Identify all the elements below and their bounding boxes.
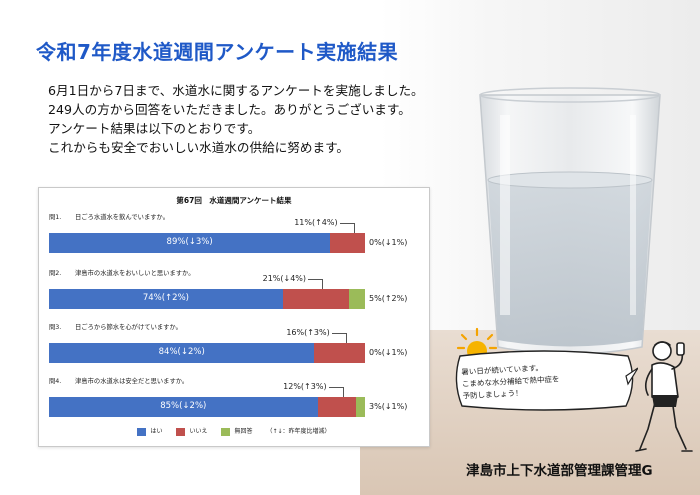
intro-line: 249人の方から回答をいただきました。ありがとうございます。 — [48, 102, 411, 117]
question-label: 日ごろから節水を心がけていますか。 — [75, 324, 182, 331]
survey-chart: 第67回 水道週間アンケート結果 はい いいえ 無回答 （↑↓：昨年度比増減） … — [38, 187, 430, 447]
yes-value-label: 85%(↓2%) — [160, 401, 207, 411]
bar-segment-yes: 84%(↓2%) — [49, 343, 315, 363]
na-value-label: 0%(↓1%) — [369, 238, 408, 247]
stacked-bar: 74%(↑2%) — [49, 289, 365, 309]
leader-line — [331, 333, 346, 334]
legend-item-na: 無回答 — [221, 426, 252, 436]
leader-line — [342, 387, 344, 397]
leader-line — [339, 223, 354, 224]
leader-line — [308, 279, 323, 280]
legend-note: （↑↓：昨年度比増減） — [266, 428, 331, 435]
stacked-bar: 89%(↓3%) — [49, 233, 365, 253]
leader-line — [353, 223, 355, 233]
intro-line: 6月1日から7日まで、水道水に関するアンケートを実施しました。 — [48, 83, 424, 98]
intro-line: アンケート結果は以下のとおりです。 — [48, 121, 261, 136]
person-drinking-illustration — [635, 341, 693, 452]
legend-label: はい — [150, 428, 163, 435]
intro-line: これからも安全でおいしい水道水の供給に努めます。 — [48, 140, 349, 155]
bar-segment-no — [330, 233, 365, 253]
question-text: 問1. 日ごろ水道水を飲んでいますか。 — [49, 212, 169, 221]
no-value-label: 12%(↑3%) — [283, 382, 327, 391]
question-text: 問3. 日ごろから節水を心がけていますか。 — [49, 322, 182, 331]
legend-item-yes: はい — [137, 426, 162, 436]
bar-segment-no — [282, 289, 350, 309]
legend-item-no: いいえ — [176, 426, 207, 436]
leader-line — [322, 279, 324, 289]
question-text: 問4. 津島市の水道水は安全だと思いますか。 — [49, 376, 188, 385]
bar-segment-no — [314, 343, 365, 363]
legend-label: いいえ — [189, 428, 208, 435]
chart-title: 第67回 水道週間アンケート結果 — [176, 196, 292, 205]
na-value-label: 0%(↓1%) — [369, 348, 408, 357]
legend-label: 無回答 — [234, 428, 253, 435]
question-label: 日ごろ水道水を飲んでいますか。 — [75, 214, 170, 221]
yes-value-label: 89%(↓3%) — [166, 237, 213, 247]
bar-segment-yes: 89%(↓3%) — [49, 233, 331, 253]
page-title: 令和7年度水道週間アンケート実施結果 — [36, 40, 399, 64]
no-value-label: 11%(↑4%) — [294, 218, 338, 227]
leader-line — [328, 387, 343, 388]
bar-segment-yes: 74%(↑2%) — [49, 289, 283, 309]
chart-legend: はい いいえ 無回答 （↑↓：昨年度比増減） — [39, 426, 429, 436]
bar-segment-no — [317, 397, 356, 417]
yes-value-label: 74%(↑2%) — [142, 293, 189, 303]
stacked-bar: 84%(↓2%) — [49, 343, 365, 363]
no-value-label: 16%(↑3%) — [286, 328, 330, 337]
speech-bubble — [455, 350, 638, 411]
water-glass-image — [479, 87, 661, 355]
question-label: 津島市の水道水は安全だと思いますか。 — [75, 378, 189, 385]
bubble-text: 暑い日が続いています。 こまめな水分補給で熱中症を 予防しましょう！ — [461, 361, 560, 402]
question-number: 問4. — [49, 378, 62, 385]
question-number: 問2. — [49, 270, 62, 277]
stacked-bar: 85%(↓2%) — [49, 397, 365, 417]
na-value-label: 3%(↓1%) — [369, 402, 408, 411]
yes-value-label: 84%(↓2%) — [158, 347, 205, 357]
question-text: 問2. 津島市の水道水をおいしいと思いますか。 — [49, 268, 195, 277]
bar-segment-yes: 85%(↓2%) — [49, 397, 318, 417]
footer-department: 津島市上下水道部管理課管理G — [466, 463, 653, 479]
no-value-label: 21%(↓4%) — [262, 274, 307, 283]
leader-line — [345, 333, 347, 343]
intro-text: 6月1日から7日まで、水道水に関するアンケートを実施しました。 249人の方から… — [48, 81, 424, 157]
question-number: 問3. — [49, 324, 62, 331]
question-label: 津島市の水道水をおいしいと思いますか。 — [75, 270, 195, 277]
bar-segment-na — [349, 289, 365, 309]
na-value-label: 5%(↑2%) — [369, 294, 408, 303]
bar-segment-na — [355, 397, 365, 417]
question-number: 問1. — [49, 214, 62, 221]
